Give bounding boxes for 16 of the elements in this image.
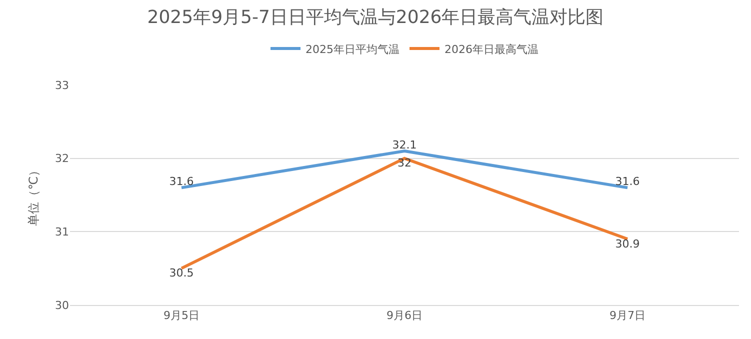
y-tick-label: 32 xyxy=(55,152,69,166)
legend-label: 2026年日最高气温 xyxy=(444,42,538,56)
data-label: 32.1 xyxy=(392,138,417,152)
data-label: 30.5 xyxy=(169,266,194,280)
x-tick-label: 9月7日 xyxy=(610,309,646,322)
x-tick-label: 9月6日 xyxy=(386,309,422,322)
y-tick-label: 30 xyxy=(55,298,69,312)
x-tick-label: 9月5日 xyxy=(164,309,200,322)
data-label: 31.6 xyxy=(615,174,640,188)
y-tick-label: 31 xyxy=(55,226,69,239)
data-label: 31.6 xyxy=(169,174,194,188)
y-axis-title: 单位（℃） xyxy=(26,164,40,226)
legend-label: 2025年日平均气温 xyxy=(306,42,400,56)
chart-title: 2025年9月5-7日日平均气温与2026年日最高气温对比图 xyxy=(147,6,604,28)
y-tick-label: 33 xyxy=(55,78,69,92)
data-label: 30.9 xyxy=(615,237,640,250)
